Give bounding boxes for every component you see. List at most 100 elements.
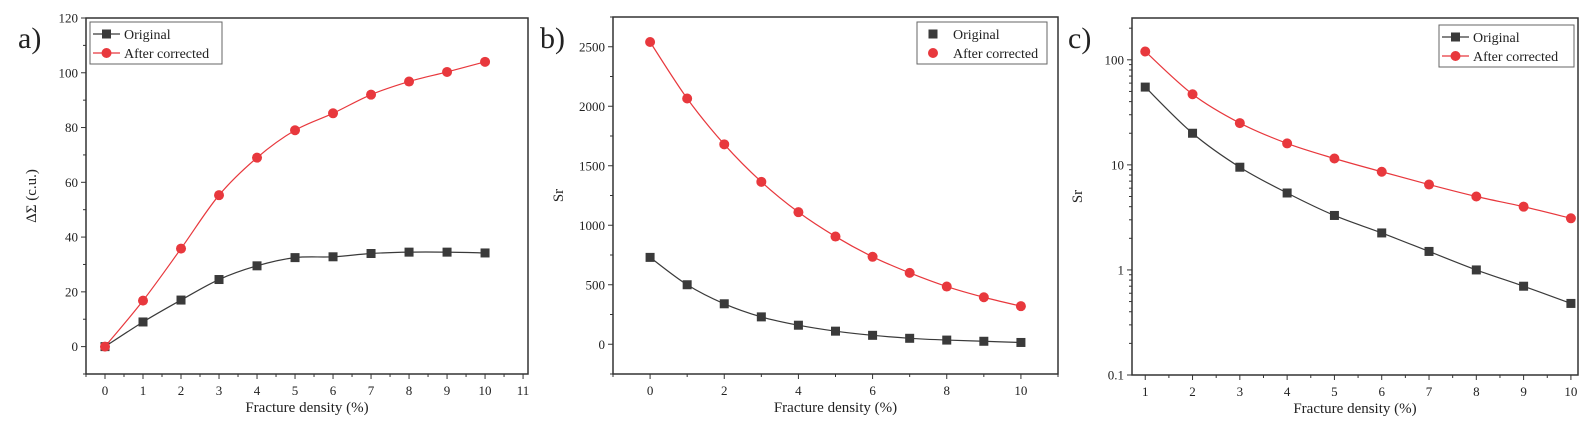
x-tick-label: 10: [1014, 383, 1027, 398]
series-after-corrected: [645, 36, 1026, 312]
data-point: [1140, 46, 1151, 57]
panel-label: b): [540, 22, 565, 55]
legend-label: After corrected: [953, 47, 1038, 62]
data-point: [830, 231, 841, 242]
y-axis-label: ΔΣ (c.u.): [24, 169, 40, 223]
y-axis-label: Sr: [1070, 190, 1086, 203]
series-line: [104, 251, 486, 348]
data-point: [1519, 281, 1529, 291]
x-tick-label: 7: [368, 383, 375, 398]
y-tick-label: 2500: [579, 39, 605, 54]
data-point: [1188, 128, 1198, 138]
data-point: [252, 152, 263, 163]
legend-marker: [928, 48, 938, 58]
data-point: [1329, 153, 1340, 164]
panel-label: c): [1068, 22, 1091, 55]
data-point: [645, 252, 655, 262]
chart-panel-c: c) 1 2 3 4 5 6 7 8 9 10 0.1 1 10 100 Fracture density (…: [1068, 17, 1579, 417]
x-tick-label: 3: [216, 383, 223, 398]
x-tick-label: 4: [254, 383, 261, 398]
series-line: [649, 41, 1022, 307]
x-tick-label: 1: [140, 383, 147, 398]
data-point: [904, 267, 915, 278]
series-original: [645, 252, 1026, 347]
series-after-corrected: [1140, 46, 1576, 224]
data-point: [1187, 89, 1198, 100]
x-tick-label: 3: [1237, 384, 1244, 399]
y-tick-label: 10: [1111, 157, 1124, 172]
data-point: [1566, 298, 1576, 308]
legend: Original After corrected: [916, 21, 1048, 65]
x-tick-label: 6: [1378, 384, 1385, 399]
series-original: [100, 247, 490, 352]
panel-label: a): [18, 22, 41, 55]
data-point: [979, 336, 989, 346]
y-tick-label: 0.1: [1108, 368, 1124, 383]
data-point: [252, 261, 262, 271]
data-point: [480, 248, 490, 258]
y-tick-label: 120: [59, 11, 79, 26]
data-point: [366, 249, 376, 259]
x-tick-label: 8: [1473, 384, 1480, 399]
data-point: [1234, 118, 1245, 129]
legend: Original After corrected: [1438, 24, 1575, 68]
legend-box: [1438, 24, 1575, 68]
x-tick-label: 10: [479, 383, 492, 398]
data-point: [868, 330, 878, 340]
data-point: [682, 93, 693, 104]
y-tick-label: 1000: [579, 218, 605, 233]
data-point: [1016, 337, 1026, 347]
data-point: [756, 312, 766, 322]
data-point: [1424, 179, 1435, 190]
data-point: [831, 326, 840, 336]
data-point: [480, 56, 491, 67]
data-point: [682, 280, 692, 290]
data-point: [1424, 246, 1434, 256]
y-tick-label: 40: [65, 230, 78, 245]
x-axis-label: Fracture density (%): [245, 400, 368, 416]
legend-label: Original: [124, 28, 171, 43]
x-tick-label: 6: [330, 383, 337, 398]
data-point: [1376, 166, 1387, 177]
x-tick-label: 0: [647, 383, 654, 398]
y-tick-label: 80: [65, 120, 78, 135]
series-line: [104, 61, 486, 347]
data-point: [328, 252, 338, 262]
data-point: [905, 333, 915, 343]
data-point: [100, 341, 111, 352]
data-point: [290, 125, 301, 136]
data-point: [719, 139, 730, 150]
x-tick-label: 11: [517, 383, 530, 398]
data-point: [1471, 191, 1482, 202]
y-tick-label: 0: [599, 337, 606, 352]
y-tick-label: 20: [65, 284, 78, 299]
legend-label: After corrected: [1473, 50, 1558, 65]
legend-marker: [102, 29, 111, 39]
chart-panel-b: b) 0 2 4 6 8 10 0 500 1000 1500 2000 2500 Fracture de…: [540, 16, 1059, 416]
x-tick-label: 8: [406, 383, 413, 398]
plot-frame: [1131, 17, 1579, 376]
x-tick-label: 4: [795, 383, 802, 398]
data-point: [214, 190, 225, 201]
data-point: [978, 292, 989, 303]
legend-marker: [101, 48, 112, 58]
y-tick-label: 100: [1105, 52, 1125, 67]
data-point: [1282, 138, 1293, 149]
x-tick-label: 4: [1284, 384, 1291, 399]
data-point: [1015, 301, 1026, 312]
data-point: [404, 76, 415, 87]
data-point: [941, 281, 952, 292]
data-point: [176, 295, 186, 305]
x-tick-label: 9: [444, 383, 451, 398]
x-tick-label: 8: [944, 383, 951, 398]
y-tick-label: 1500: [579, 158, 605, 173]
data-point: [756, 176, 767, 187]
x-tick-label: 5: [292, 383, 299, 398]
data-point: [442, 66, 453, 77]
data-point: [214, 275, 224, 285]
y-tick-label: 60: [65, 175, 78, 190]
data-point: [1377, 228, 1387, 238]
legend-box: [89, 21, 223, 65]
chart-panel-a: a) 0 1 2 3 4 5 6 7 8 9 10 11 0 20 40 60 80 100 120 Fracture …: [18, 11, 529, 417]
data-point: [645, 36, 656, 47]
